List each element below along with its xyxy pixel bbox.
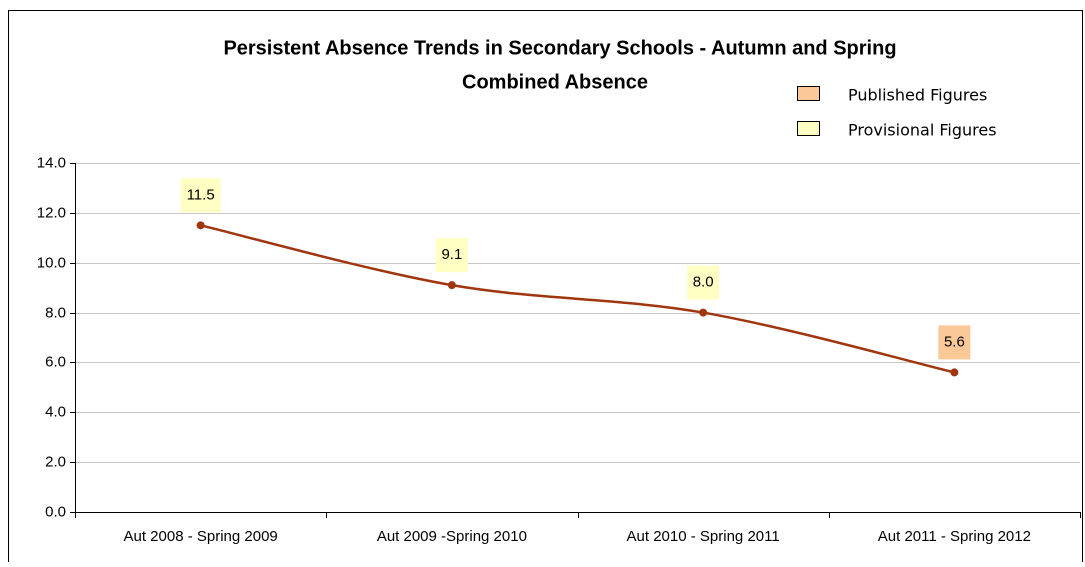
x-tick-label: Aut 2008 - Spring 2009 xyxy=(123,528,277,545)
value-label: 5.6 xyxy=(944,333,965,350)
chart-title: Combined Absence xyxy=(462,71,648,93)
value-label: 8.0 xyxy=(693,274,714,291)
point xyxy=(447,281,456,290)
legend-swatch xyxy=(797,86,820,101)
legend-label: Published Figures xyxy=(848,86,987,105)
point xyxy=(699,308,708,317)
value-label: 9.1 xyxy=(441,246,462,263)
y-tick-label: 4.0 xyxy=(45,403,66,420)
chart-frame xyxy=(8,10,1083,567)
label-background xyxy=(435,238,468,273)
y-tick-label: 0.0 xyxy=(45,503,66,520)
y-tick-label: 8.0 xyxy=(45,304,66,321)
point xyxy=(196,221,205,230)
chart-title: Persistent Absence Trends in Secondary S… xyxy=(223,37,896,59)
label-background xyxy=(687,265,720,300)
point xyxy=(950,368,959,377)
x-tick-label: Aut 2010 - Spring 2011 xyxy=(627,528,780,545)
x-tick-label: Aut 2009 -Spring 2010 xyxy=(377,528,527,545)
y-tick-label: 10.0 xyxy=(37,254,66,271)
y-tick-label: 2.0 xyxy=(45,453,66,470)
legend-swatch xyxy=(797,121,820,136)
y-tick-label: 12.0 xyxy=(37,204,66,221)
legend-label: Provisional Figures xyxy=(848,121,997,140)
x-tick-label: Aut 2011 - Spring 2012 xyxy=(878,528,1031,545)
value-label: 11.5 xyxy=(187,186,215,203)
label-background xyxy=(180,178,221,213)
y-tick-label: 14.0 xyxy=(37,154,66,171)
label-background xyxy=(938,325,971,360)
y-tick-label: 6.0 xyxy=(45,353,66,370)
line xyxy=(200,224,955,374)
